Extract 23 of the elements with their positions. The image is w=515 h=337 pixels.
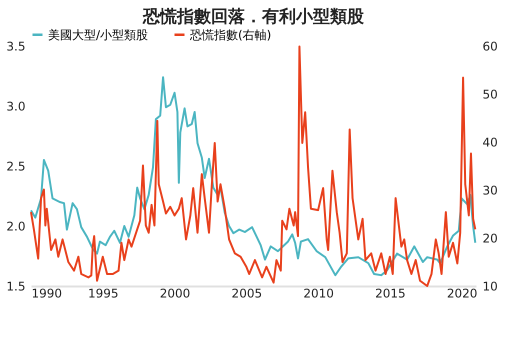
y2-tick-label: 60	[482, 40, 498, 54]
y2-tick-label: 20	[482, 232, 498, 246]
legend-label: 美國大型/小型類股	[48, 28, 148, 42]
x-tick-label: 2000	[160, 286, 190, 300]
x-tick-label: 2015	[375, 286, 406, 300]
x-tick-label: 2005	[232, 286, 262, 300]
y2-tick-label: 10	[482, 280, 498, 294]
x-tick-label: 2020	[446, 286, 478, 300]
x-tick-label: 2010	[303, 286, 334, 300]
y2-tick-label: 40	[482, 136, 498, 150]
x-tick-label: 1990	[32, 286, 62, 300]
y-tick-label: 3.0	[6, 100, 26, 114]
line-series	[30, 45, 476, 287]
y-tick-label: 2.0	[6, 220, 26, 234]
y-tick-label: 2.5	[6, 160, 26, 174]
chart-title: 恐慌指數回落．有利小型類股	[142, 7, 365, 27]
y-tick-label: 1.5	[6, 280, 26, 294]
y2-tick-label: 50	[482, 88, 498, 102]
x-tick-label: 1995	[88, 286, 119, 300]
line-series	[30, 76, 476, 276]
y2-tick-label: 30	[482, 184, 498, 198]
legend-label: 恐慌指數(右軸)	[189, 28, 272, 42]
y-tick-label: 3.5	[6, 40, 26, 54]
